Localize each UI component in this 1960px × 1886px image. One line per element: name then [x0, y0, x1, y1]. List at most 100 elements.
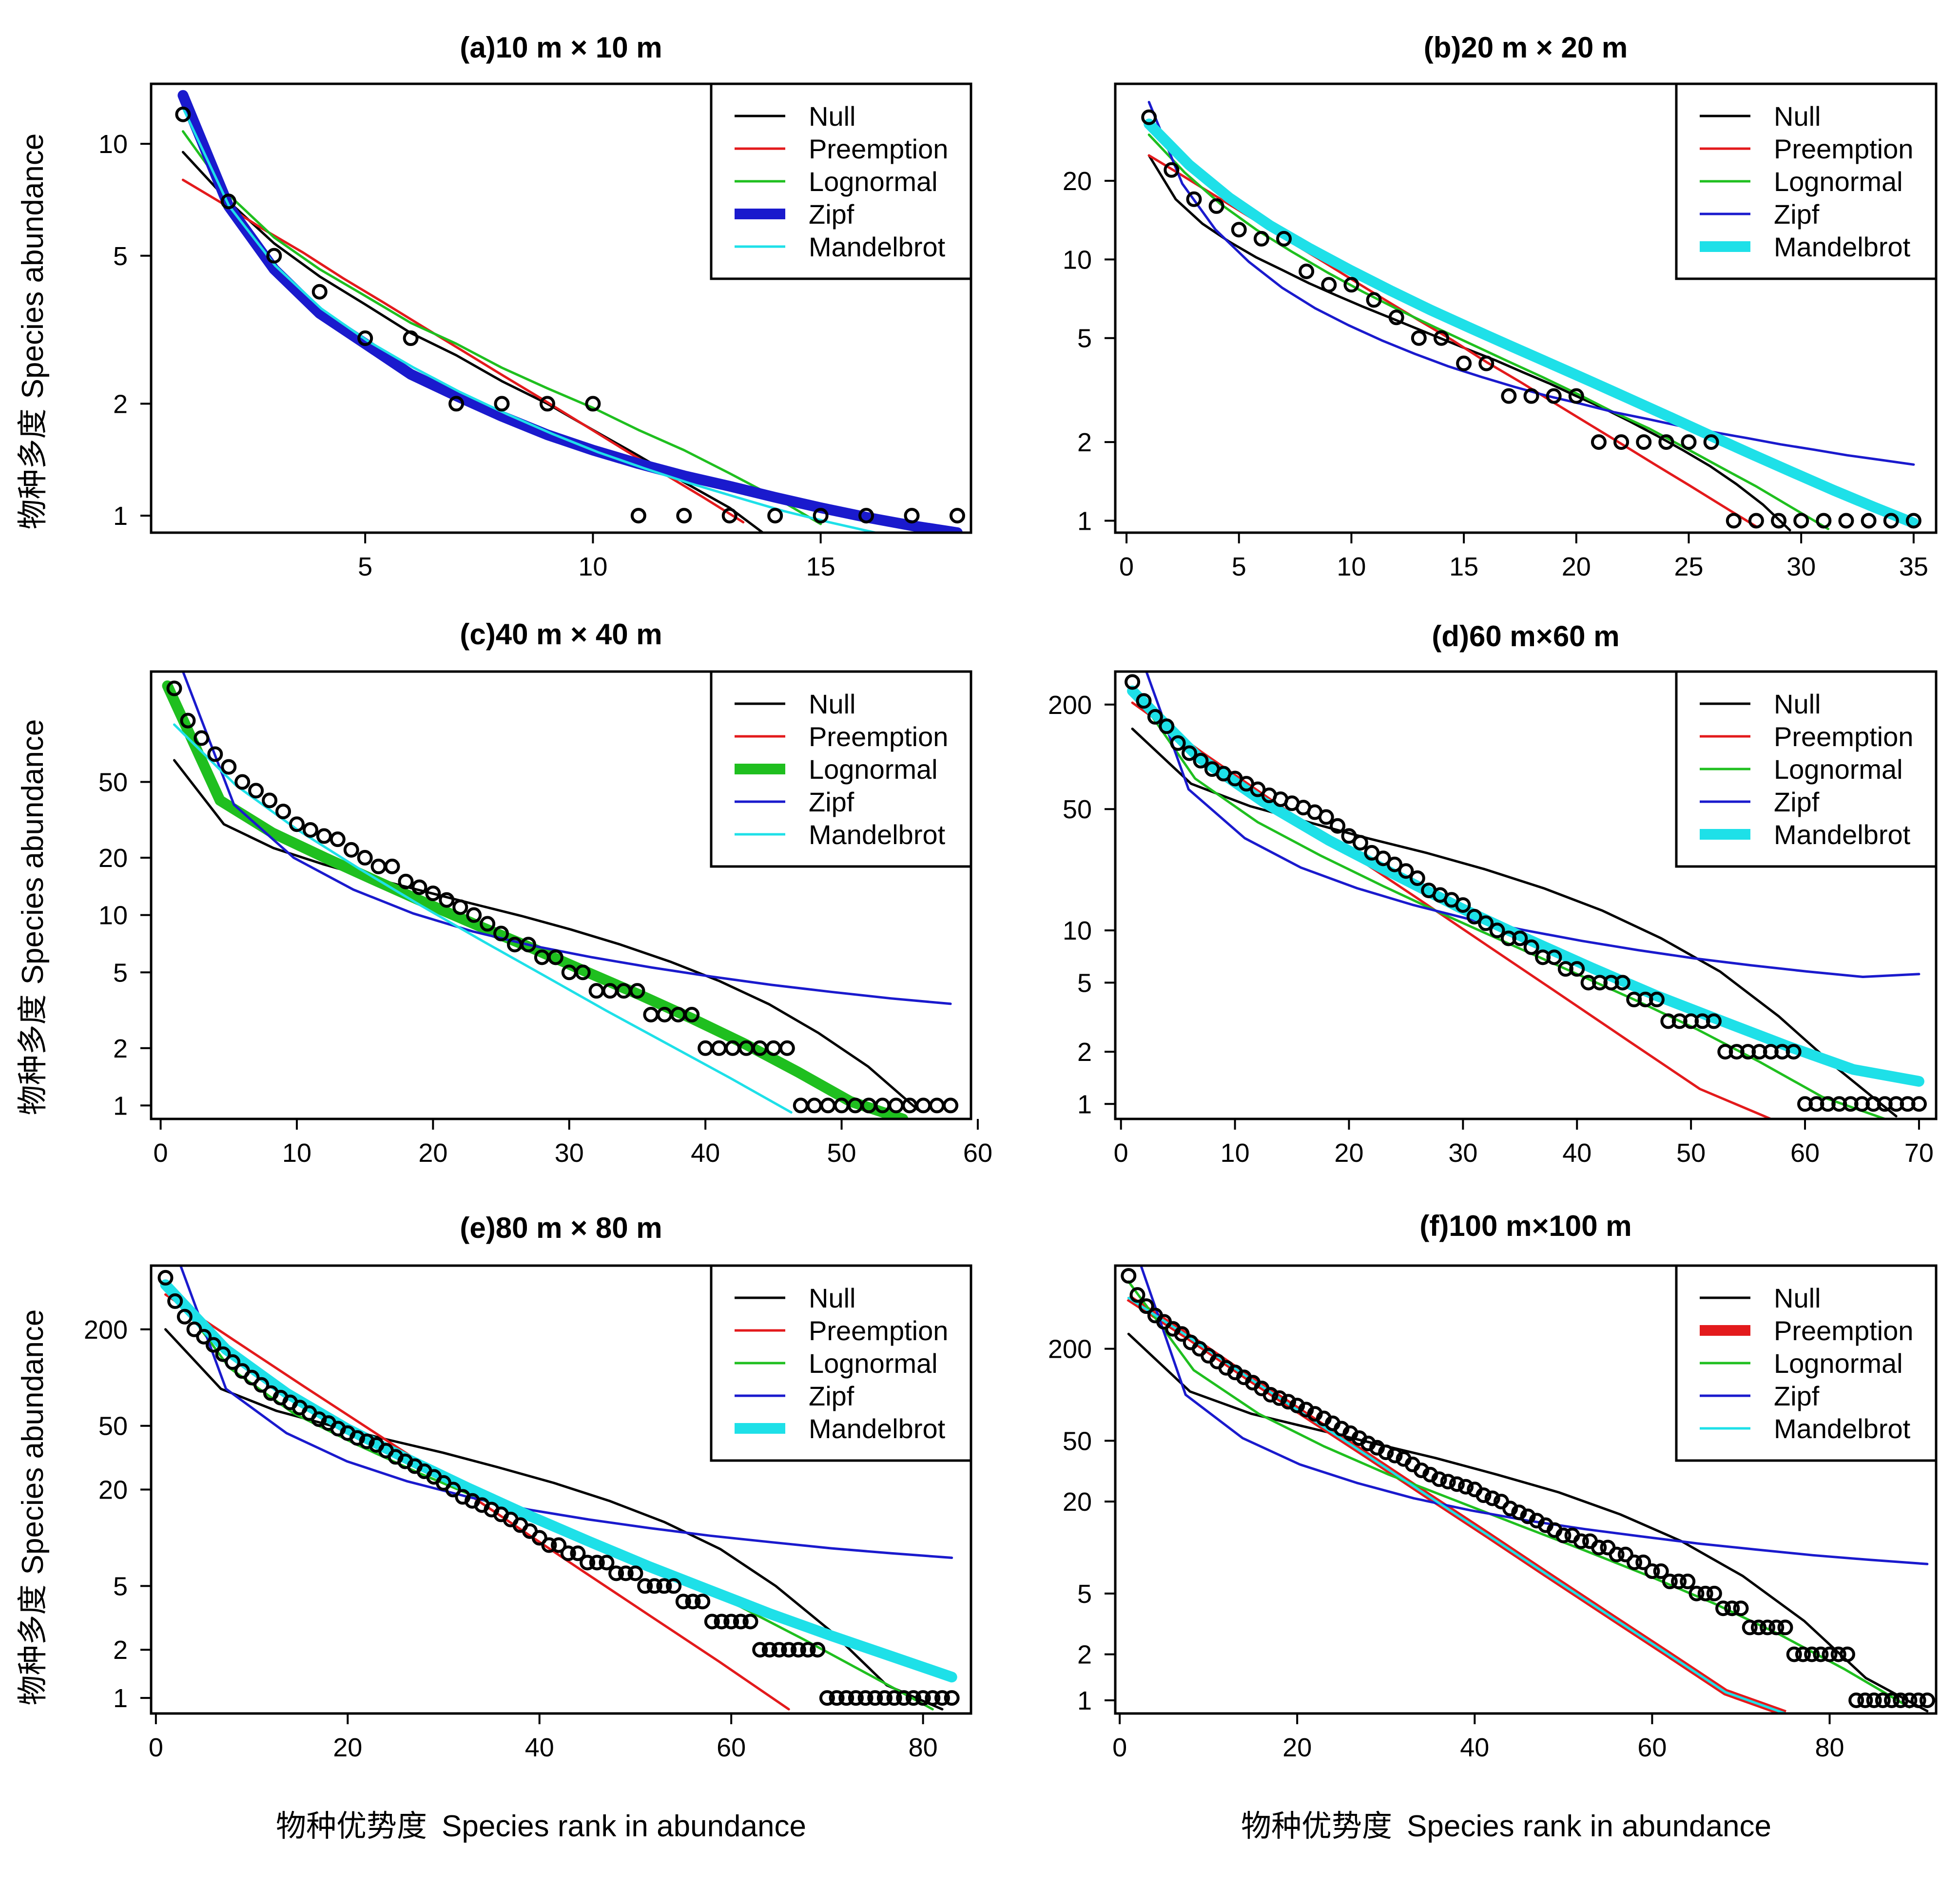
- observed-point: [1449, 1476, 1465, 1492]
- observed-point: [1375, 850, 1391, 866]
- panel-title: (a)10 m × 10 m: [460, 31, 662, 64]
- legend-label-zipf: Zipf: [1774, 1381, 1820, 1411]
- observed-point: [1431, 1471, 1447, 1487]
- observed-point: [695, 1594, 711, 1610]
- observed-point: [904, 508, 920, 524]
- model-line-lognormal: [162, 680, 909, 1119]
- observed-point: [1857, 1692, 1873, 1708]
- y-tick-label: 5: [1077, 968, 1092, 998]
- observed-point: [180, 712, 196, 729]
- observed-point: [1138, 1298, 1154, 1314]
- model-line-null: [1131, 728, 1898, 1117]
- legend-label-zipf: Zipf: [1774, 199, 1820, 230]
- observed-point: [1366, 292, 1382, 308]
- observed-point: [1771, 513, 1787, 529]
- observed-point: [1688, 1585, 1705, 1601]
- observed-point: [448, 396, 465, 412]
- observed-point: [1875, 1692, 1891, 1708]
- legend-label-null: Null: [1774, 1283, 1821, 1313]
- x-tick-label: 60: [717, 1733, 746, 1762]
- legend-label-null: Null: [809, 689, 855, 719]
- observed-point: [1546, 388, 1562, 404]
- y-tick-label: 2: [113, 389, 128, 419]
- x-tick-label: 20: [418, 1138, 447, 1168]
- observed-point: [721, 508, 737, 524]
- y-tick-label: 1: [113, 1091, 128, 1120]
- observed-point: [1816, 513, 1832, 529]
- observed-point: [723, 1614, 739, 1630]
- observed-point: [1440, 1474, 1456, 1490]
- x-tick-label: 25: [1674, 552, 1703, 581]
- observed-point: [539, 396, 555, 412]
- observed-point: [205, 1337, 221, 1353]
- observed-point: [1748, 513, 1764, 529]
- observed-point: [167, 1293, 183, 1309]
- y-tick-label: 200: [1048, 691, 1092, 720]
- observed-point: [1768, 1619, 1785, 1636]
- observed-points: [1121, 1268, 1935, 1708]
- observed-point: [1804, 1646, 1820, 1662]
- observed-point: [1662, 1574, 1678, 1590]
- observed-point: [1321, 277, 1337, 293]
- observed-point: [330, 831, 346, 847]
- observed-point: [1649, 991, 1665, 1007]
- observed-point: [1671, 1574, 1687, 1590]
- panel-title: (d)60 m×60 m: [1432, 620, 1619, 653]
- observed-point: [1271, 1390, 1287, 1406]
- observed-point: [186, 1321, 202, 1337]
- observed-point: [1910, 1692, 1926, 1708]
- x-tick-label: 30: [555, 1138, 584, 1168]
- observed-point: [1208, 198, 1224, 214]
- observed-point: [531, 1530, 547, 1546]
- observed-point: [262, 792, 278, 808]
- plot-frame: [1114, 1264, 1938, 1715]
- observed-point: [1555, 1527, 1572, 1543]
- observed-point: [876, 1690, 893, 1706]
- observed-point: [398, 873, 414, 889]
- x-tick-label: 5: [358, 552, 372, 581]
- observed-point: [1573, 1533, 1589, 1549]
- legend-label-null: Null: [1774, 689, 1821, 719]
- observed-point: [1750, 1619, 1766, 1636]
- observed-point: [157, 1270, 174, 1286]
- observed-point: [384, 858, 400, 874]
- x-tick-label: 80: [1815, 1733, 1844, 1762]
- observed-point: [221, 759, 237, 775]
- observed-point: [813, 508, 829, 524]
- observed-point: [560, 1545, 576, 1561]
- legend-label-preemption: Preemption: [1774, 721, 1913, 752]
- observed-point: [1883, 1692, 1900, 1708]
- plot-frame: [150, 82, 972, 534]
- observed-point: [1159, 718, 1175, 734]
- x-tick-label: 10: [578, 552, 607, 581]
- panels-layer: (a)10 m × 10 m5 10 1512510NullPreemptionLo…: [84, 31, 1938, 1762]
- observed-point: [575, 964, 591, 981]
- xlabel-col-1: 物种优势度 Species rank in abundance: [276, 1809, 806, 1843]
- observed-point: [244, 1369, 260, 1386]
- observed-point: [1281, 1394, 1297, 1410]
- x-tick-label: 10: [1221, 1138, 1250, 1168]
- observed-point: [771, 1642, 787, 1658]
- observed-point: [1697, 1585, 1713, 1601]
- legend-label-zipf: Zipf: [1774, 787, 1820, 817]
- observed-point: [175, 106, 191, 122]
- y-tick-label: 10: [1063, 916, 1092, 945]
- observed-point: [207, 746, 223, 762]
- y-tick-label: 2: [1077, 1640, 1092, 1670]
- observed-point: [225, 1354, 241, 1370]
- observed-point: [403, 330, 419, 346]
- observed-point: [1635, 1554, 1651, 1570]
- observed-point: [439, 892, 455, 908]
- legend-label-lognormal: Lognormal: [1774, 166, 1903, 197]
- observed-point: [1613, 434, 1630, 450]
- x-tick-label: 0: [154, 1138, 168, 1168]
- observed-point: [1627, 1554, 1643, 1570]
- x-tick-label: 30: [1786, 552, 1816, 581]
- y-tick-label: 50: [1063, 1426, 1092, 1456]
- observed-point: [570, 1545, 586, 1561]
- y-tick-label: 20: [98, 844, 128, 873]
- observed-points: [166, 680, 959, 1114]
- observed-point: [1330, 818, 1346, 834]
